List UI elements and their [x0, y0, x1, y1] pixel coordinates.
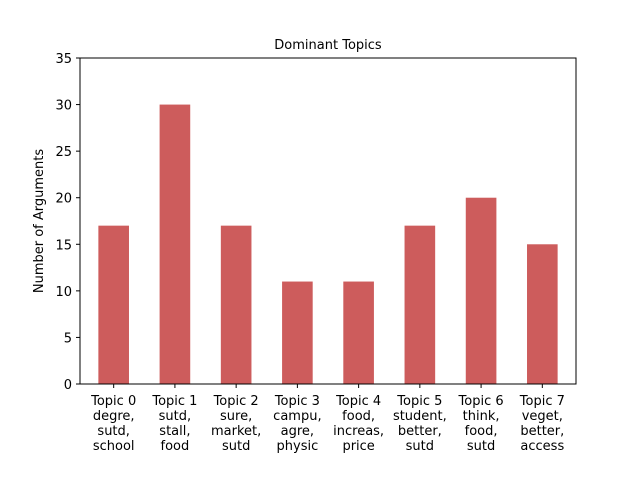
x-tick-label-line: Topic 7 [519, 394, 565, 409]
x-tick-label-4: Topic 4 food, increas, price [333, 394, 384, 454]
y-tick-label-4: 20 [55, 192, 72, 207]
x-tick-label-line: school [93, 439, 135, 454]
x-tick-label-line: food, [342, 409, 375, 424]
x-tick-label-line: Topic 5 [396, 394, 442, 409]
x-tick-label-line: better, [520, 424, 564, 439]
x-tick-label-line: sutd, [159, 409, 192, 424]
y-tick-label-3: 15 [55, 238, 72, 253]
bar-topic-4 [343, 281, 374, 384]
x-tick-label-line: think, [463, 409, 500, 424]
y-tick-label-7: 35 [55, 52, 72, 67]
x-tick-label-line: market, [211, 424, 261, 439]
x-tick-label-line: agre, [281, 424, 314, 439]
bar-topic-7 [527, 244, 558, 384]
x-tick-label-6: Topic 6 think, food, sutd [458, 394, 504, 454]
y-axis-ticks: 0 5 10 15 20 25 30 35 [55, 52, 80, 393]
bar-topic-5 [404, 225, 436, 384]
x-tick-label-line: stall, [159, 424, 190, 439]
y-tick-label-1: 5 [64, 331, 72, 346]
x-tick-label-line: veget, [522, 409, 563, 424]
bar-topic-6 [465, 197, 497, 384]
x-tick-label-line: Topic 4 [335, 394, 381, 409]
x-tick-label-7: Topic 7 veget, better, access [519, 394, 565, 454]
x-tick-label-line: degre, [93, 409, 135, 424]
x-tick-label-line: sutd, [97, 424, 130, 439]
y-tick-label-2: 10 [55, 285, 72, 300]
y-tick-label-6: 30 [55, 99, 72, 114]
y-tick-label-5: 25 [55, 145, 72, 160]
x-tick-label-line: campu, [273, 409, 321, 424]
bar-topic-2 [220, 225, 252, 384]
bars-group [98, 104, 558, 385]
bar-topic-3 [282, 281, 313, 384]
x-tick-label-line: Topic 3 [274, 394, 320, 409]
x-tick-label-line: Topic 6 [458, 394, 504, 409]
y-tick-label-0: 0 [64, 378, 72, 393]
bar-topic-0 [98, 225, 129, 384]
x-tick-label-line: price [342, 439, 374, 454]
x-tick-label-0: Topic 0 degre, sutd, school [90, 394, 136, 454]
x-tick-label-line: increas, [333, 424, 384, 439]
x-tick-label-line: sutd [467, 439, 495, 454]
x-tick-label-line: sutd [222, 439, 250, 454]
x-tick-label-line: Topic 2 [213, 394, 259, 409]
x-tick-label-line: sutd [406, 439, 434, 454]
bar-topic-1 [159, 104, 191, 385]
x-tick-label-line: food [161, 439, 190, 454]
x-tick-label-5: Topic 5 student, better, sutd [393, 394, 447, 454]
x-tick-label-1: Topic 1 sutd, stall, food [151, 394, 197, 454]
plot-frame [79, 57, 577, 385]
x-tick-label-3: Topic 3 campu, agre, physic [273, 394, 321, 454]
x-tick-label-line: Topic 1 [151, 394, 197, 409]
y-axis-label: Number of Arguments [32, 149, 47, 294]
x-tick-label-2: Topic 2 sure, market, sutd [211, 394, 261, 454]
x-tick-label-line: food, [465, 424, 498, 439]
x-tick-label-line: access [520, 439, 564, 454]
x-tick-label-line: sure, [220, 409, 252, 424]
x-tick-label-line: physic [277, 439, 319, 454]
x-tick-label-line: student, [393, 409, 447, 424]
x-tick-label-line: better, [398, 424, 442, 439]
x-tick-label-line: Topic 0 [90, 394, 136, 409]
chart-title: Dominant Topics [274, 38, 382, 53]
